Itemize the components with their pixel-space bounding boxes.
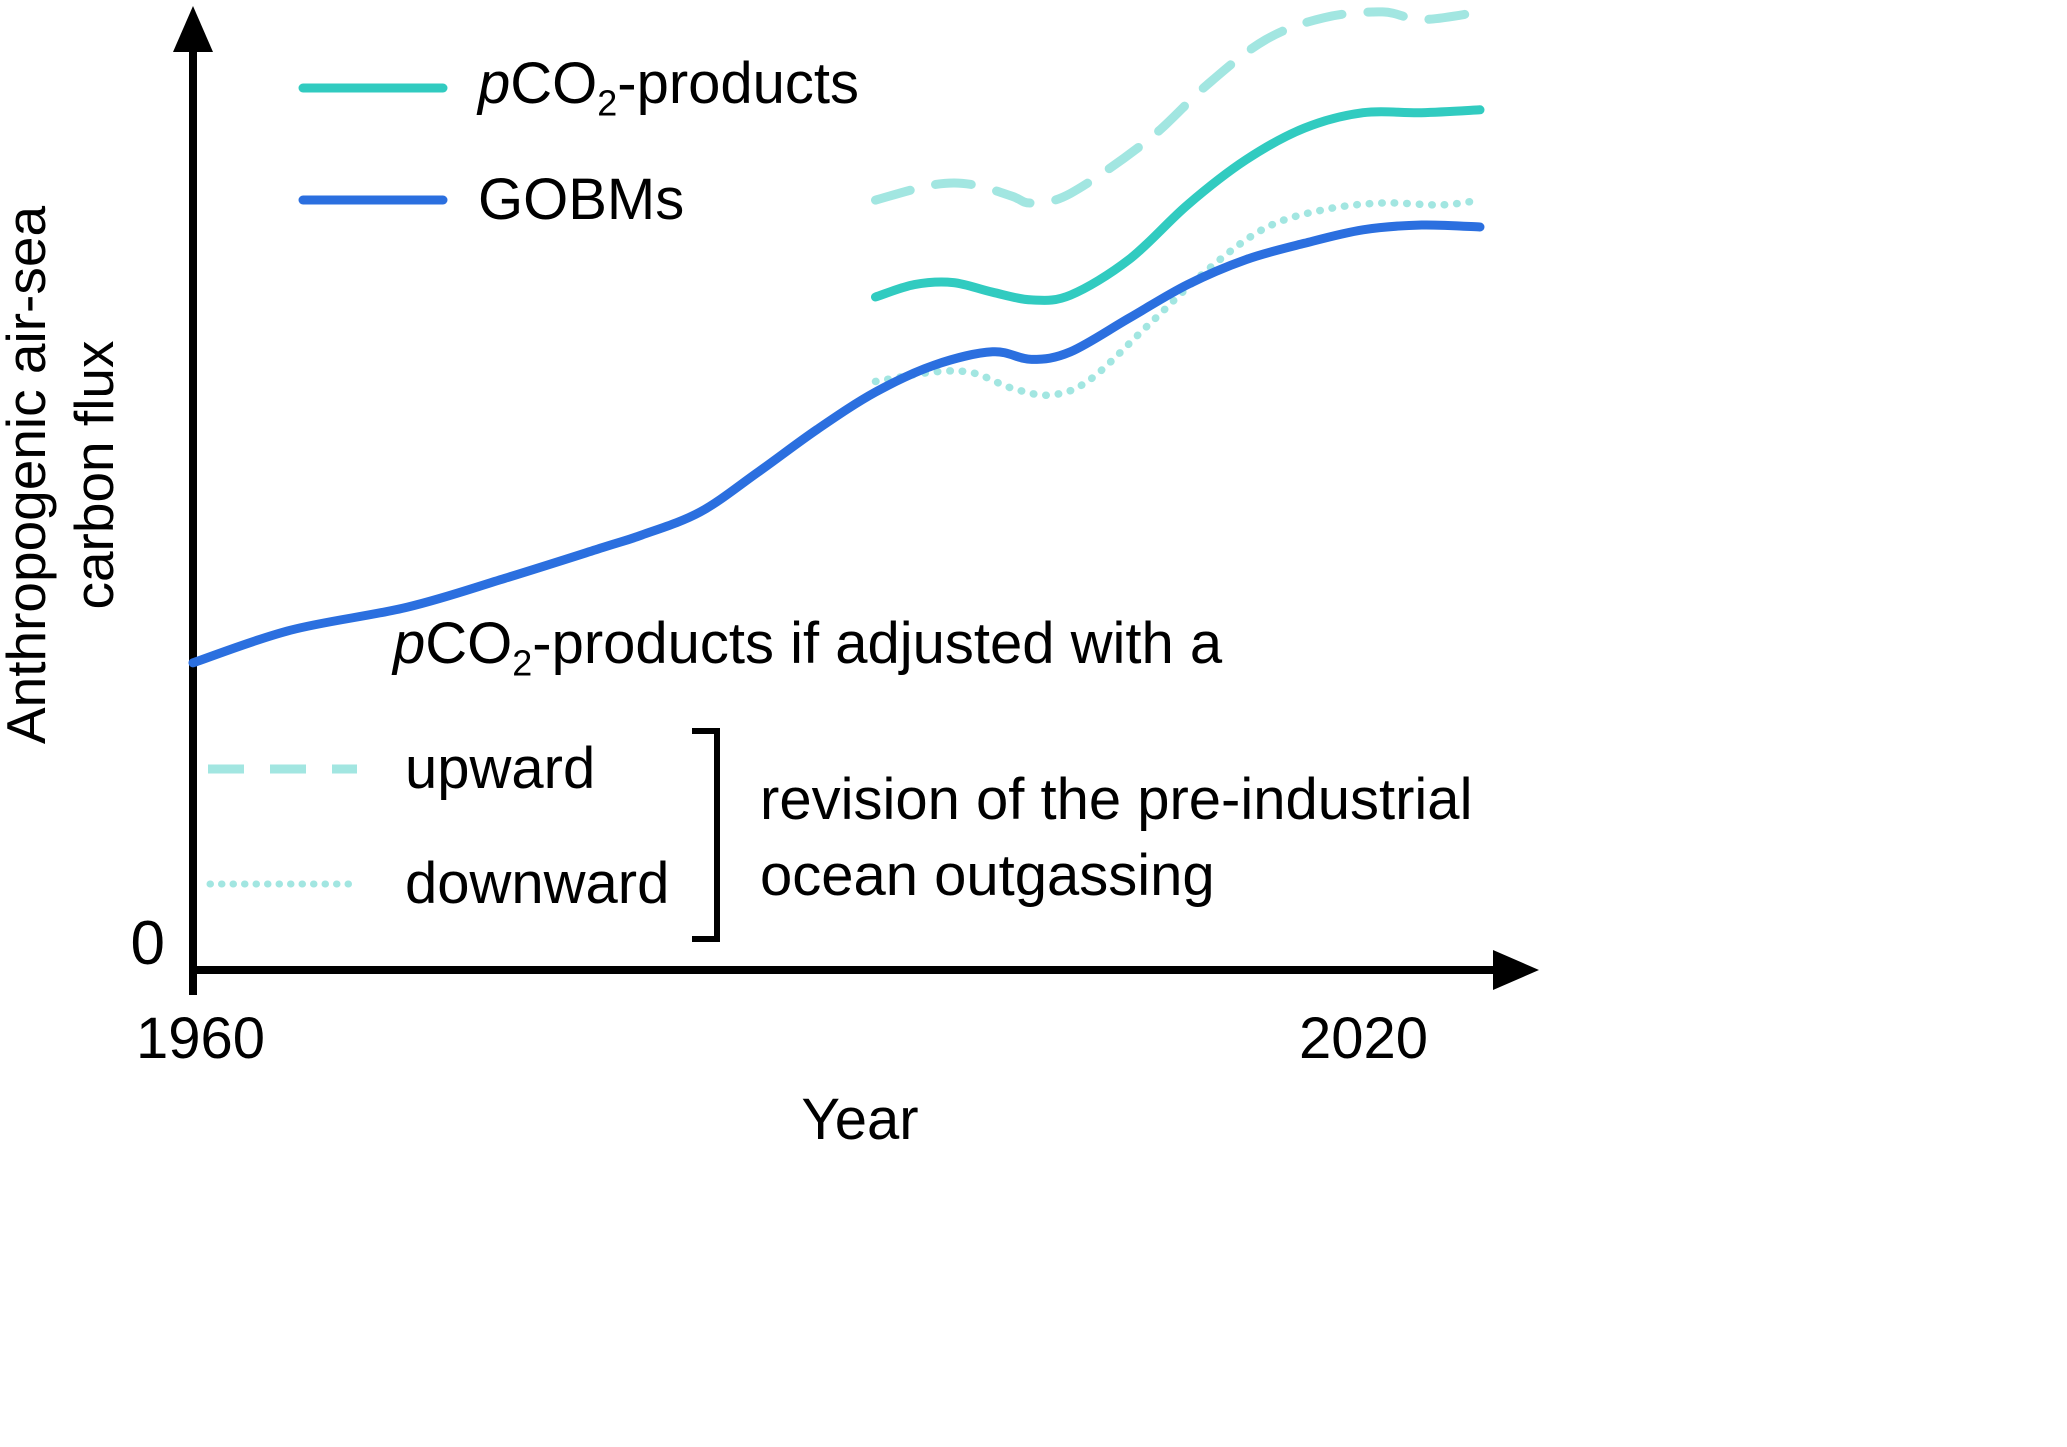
annotation-sub: 2 (512, 642, 533, 684)
y-axis-label-line2: carbon flux (63, 340, 125, 610)
y-axis-label-line1: Anthropogenic air-sea (0, 205, 57, 745)
downward-swatch (206, 880, 360, 888)
series-pco2_products (871, 105, 1485, 305)
annotation-p: p (393, 611, 426, 676)
legend-pco2-co: CO (510, 51, 598, 116)
annotation-adjusted: pCO2-products if adjusted with a (393, 611, 1223, 684)
upward-swatch (208, 764, 357, 774)
y-tick-zero: 0 (130, 909, 165, 978)
x-axis-arrow-icon (1493, 950, 1539, 990)
series-downward_adjusted (871, 196, 1484, 400)
legend-label-downward: downward (405, 851, 670, 916)
legend-label-upward: upward (405, 736, 596, 801)
annotation-co: CO (425, 611, 513, 676)
legend-label-gobms: GOBMs (478, 167, 685, 232)
pco2-products-swatch (298, 83, 448, 93)
legend-label-pco2-products: pCO2-products (478, 51, 860, 124)
x-tick-2020: 2020 (1298, 1006, 1429, 1071)
y-axis-label: Anthropogenic air-sea carbon flux (0, 125, 142, 825)
legend-pco2-p: p (478, 51, 511, 116)
series-gobms (188, 220, 1485, 668)
legend-item-upward: upward (205, 736, 596, 802)
legend-bracket (692, 728, 720, 942)
series-upward_adjusted (871, 7, 1485, 208)
y-axis-arrow-icon (173, 6, 213, 52)
x-tick-1960: 1960 (135, 1006, 266, 1071)
revision-text-line2: ocean outgassing (760, 843, 1215, 908)
x-axis-label: Year (801, 1087, 919, 1152)
legend-item-downward: downward (205, 851, 670, 917)
gobms-swatch (298, 195, 448, 205)
revision-text-line1: revision of the pre-industrial (760, 767, 1473, 832)
annotation-rest: -products if adjusted with a (532, 611, 1223, 676)
legend-item-pco2-products: pCO2-products (298, 51, 860, 124)
series-layer (188, 7, 1485, 668)
legend-pco2-sub: 2 (597, 82, 618, 124)
legend-item-gobms: GOBMs (298, 167, 685, 233)
revision-text: revision of the pre-industrial ocean out… (760, 762, 1472, 914)
legend-pco2-rest: -products (617, 51, 860, 116)
